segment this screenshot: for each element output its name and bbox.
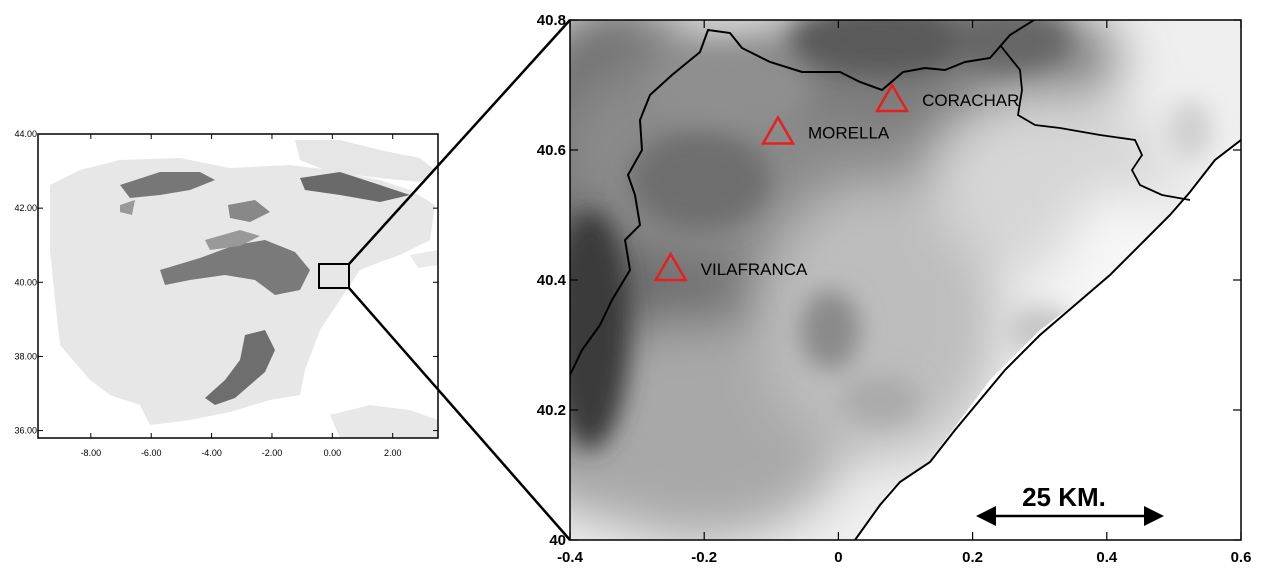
overview-frame: [37, 133, 439, 439]
station-label: MORELLA: [808, 124, 890, 143]
scale-bar: 25 KM.: [976, 482, 1164, 526]
overview-x-tick-label: 0.00: [324, 448, 342, 458]
detail-map: -0.4 -0.2 0 0.2 0.4 0.6 40.8 40.6 40.4 40.2 40 COR…: [537, 12, 1252, 566]
detail-x-tick-label: 0: [834, 549, 842, 566]
detail-y-tick-label: 40.6: [537, 142, 566, 159]
overview-ticks: -8.00 -6.00 -4.00 -2.00 0.00 2.00 44.00 42.00 40…: [14, 129, 438, 458]
overview-x-tick-label: -8.00: [81, 448, 102, 458]
detail-y-tick-label: 40.4: [537, 272, 567, 289]
scale-bar-arrow-left-icon: [976, 506, 996, 526]
overview-x-tick-label: -2.00: [262, 448, 283, 458]
scale-bar-arrow-right-icon: [1144, 506, 1164, 526]
overview-y-tick-label: 36.00: [14, 426, 37, 436]
detail-y-tick-label: 40.2: [537, 402, 566, 419]
scale-bar-label: 25 KM.: [1022, 482, 1106, 512]
detail-y-tick-label: 40: [549, 532, 566, 549]
station-markers: CORACHAR MORELLA VILAFRANCA: [653, 82, 1019, 282]
zoom-connector-bottom: [348, 287, 571, 541]
overview-x-tick-label: 2.00: [384, 448, 402, 458]
detail-x-tick-label: -0.2: [691, 549, 717, 566]
detail-x-tick-label: 0.4: [1096, 549, 1118, 566]
overview-map: -8.00 -6.00 -4.00 -2.00 0.00 2.00 44.00 42.00 40…: [14, 129, 439, 458]
detail-x-tick-label: 0.6: [1231, 549, 1252, 566]
detail-relief: [570, 20, 1241, 540]
overview-y-tick-label: 38.00: [14, 351, 37, 361]
overview-x-tick-label: -6.00: [141, 448, 162, 458]
overview-relief: [38, 134, 438, 438]
zoom-connector-top: [348, 19, 571, 265]
station-triangle-icon: [760, 114, 796, 145]
detail-ticks: -0.4 -0.2 0 0.2 0.4 0.6 40.8 40.6 40.4 40.2 40: [537, 12, 1252, 566]
overview-x-tick-label: -4.00: [201, 448, 222, 458]
detail-x-tick-label: 0.2: [962, 549, 983, 566]
station-label: CORACHAR: [922, 91, 1019, 110]
overview-y-tick-label: 44.00: [14, 129, 37, 139]
zoom-box: [318, 263, 350, 289]
station-triangle-icon: [653, 251, 688, 282]
overview-y-tick-label: 42.00: [14, 203, 37, 213]
station-triangle-icon: [874, 82, 910, 113]
overview-y-tick-label: 40.00: [14, 277, 37, 287]
detail-x-tick-label: -0.4: [557, 549, 584, 566]
station-label: VILAFRANCA: [701, 260, 808, 279]
detail-y-tick-label: 40.8: [537, 12, 566, 29]
